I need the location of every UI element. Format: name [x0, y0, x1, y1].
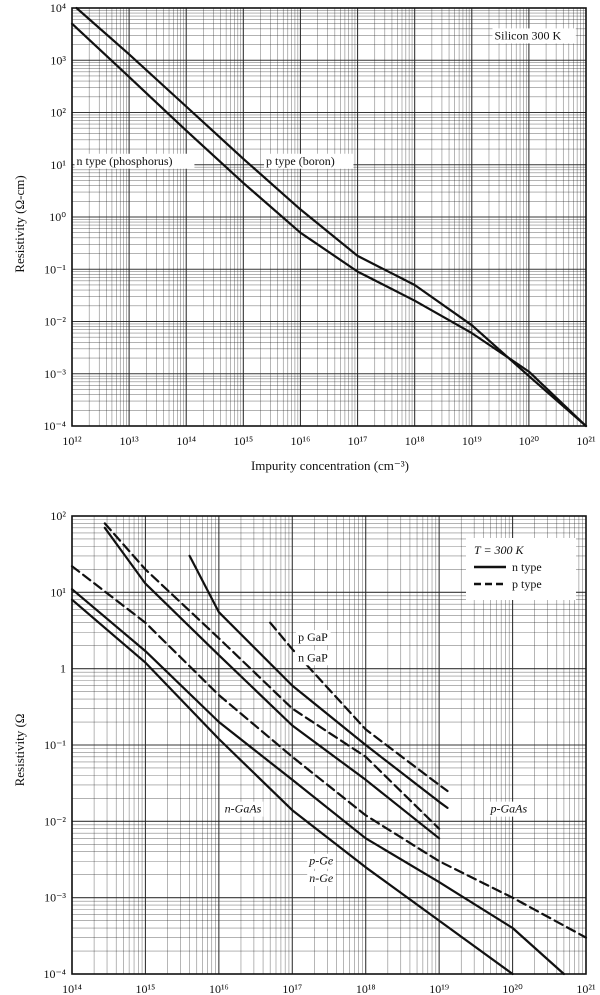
x-tick-label: 10¹⁵: [233, 434, 253, 448]
y-tick-label: 10⁻²: [44, 814, 66, 828]
x-tick-label: 10¹⁴: [176, 434, 196, 448]
chart-gaas-ge-gap: 10¹⁴ 10¹⁵ 10¹⁶ 10¹⁷ 10¹⁸ 10¹⁹ 10²⁰ 10²¹ 10² 10¹ 1 1…: [12, 509, 596, 995]
series-line-p-type-boron: [75, 6, 588, 428]
x-tick-label: 10¹⁶: [291, 434, 311, 448]
annotation-background: [307, 853, 336, 869]
annotation-background: [296, 650, 331, 666]
y-tick-label: 10⁰: [49, 210, 66, 224]
series-line-unlabeled-6: [70, 598, 514, 976]
series-group-compound: [70, 522, 588, 976]
x-tick-label: 10¹⁹: [462, 434, 482, 448]
y-tick-label: 10²: [50, 106, 66, 120]
annotation-background: [492, 28, 576, 44]
x-tick-label: 10¹³: [120, 434, 140, 448]
y-tick-label: 10⁻⁴: [43, 419, 66, 433]
x-tick-label: 10¹⁸: [356, 982, 376, 995]
legend-title: T = 300 K: [474, 543, 525, 557]
annotation-silicon-300-k: Silicon 300 K: [495, 28, 562, 42]
x-tick-label: 10¹⁶: [209, 982, 229, 995]
y-tick-label: 1: [60, 662, 66, 676]
x-tick-label: 10¹⁸: [405, 434, 425, 448]
plot-frame-compound: [71, 515, 587, 975]
plot-frame-silicon: [71, 7, 587, 427]
y-tick-label: 10⁻³: [44, 367, 66, 381]
annotation-background: [264, 153, 354, 169]
x-tick-label: 10¹⁵: [136, 982, 156, 995]
y-tick-label: 10⁴: [50, 1, 66, 15]
series-line-p-ge: [70, 565, 588, 939]
annotation-background: [296, 630, 331, 646]
annotation-n-gaas: n-GaAs: [225, 802, 262, 816]
x-tick-label: 10²⁰: [519, 434, 540, 448]
annotation-p-ge: p-Ge: [308, 854, 334, 868]
annotation-background: [222, 801, 264, 817]
series-line-p-gaas: [103, 522, 441, 830]
series-line-n-gap: [188, 554, 449, 809]
annotation-background: [307, 871, 336, 887]
y-tick-label: 10²: [50, 509, 66, 523]
annotations-silicon: Silicon 300 K n type (phosphorus) p type (…: [74, 28, 576, 169]
y-tick-label: 10⁻²: [44, 315, 66, 329]
x-tick-label: 10¹⁴: [62, 982, 82, 995]
y-axis-label-compound: Resistivity (Ω: [12, 714, 27, 787]
y-tick-label: 10⁻³: [44, 891, 66, 905]
x-tick-label: 10²¹: [576, 982, 596, 995]
legend-compound: T = 300 K n type p type: [466, 538, 576, 600]
x-tick-label: 10¹⁹: [429, 982, 449, 995]
series-line-n-gaas: [103, 526, 441, 840]
series-line-n-ge: [70, 588, 565, 976]
legend-box: [466, 538, 576, 600]
x-tick-label: 10¹⁷: [282, 982, 302, 995]
legend-label-n-type: n type: [512, 560, 542, 574]
annotation-p-gaas: p-GaAs: [489, 802, 527, 816]
ticks-silicon: 10¹² 10¹³ 10¹⁴ 10¹⁵ 10¹⁶ 10¹⁷ 10¹⁸ 10¹⁹ 10²⁰ 10²¹…: [43, 1, 596, 448]
annotations-compound: p GaP n GaP n-GaAs p-GaAs p-Ge n-Ge: [222, 630, 530, 887]
y-tick-label: 10⁻¹: [44, 262, 66, 276]
y-tick-label: 10¹: [50, 158, 66, 172]
y-tick-label: 10¹: [50, 585, 66, 599]
annotation-n-ge: n-Ge: [309, 871, 334, 885]
ticks-compound: 10¹⁴ 10¹⁵ 10¹⁶ 10¹⁷ 10¹⁸ 10¹⁹ 10²⁰ 10²¹ 10² 10¹ 1 1…: [43, 509, 596, 995]
series-line-p-gap: [269, 621, 449, 793]
y-tick-label: 10⁻¹: [44, 738, 66, 752]
x-tick-label: 10¹⁷: [348, 434, 368, 448]
x-tick-label: 10¹²: [62, 434, 82, 448]
x-tick-label: 10²¹: [576, 434, 596, 448]
grid-silicon: [71, 8, 586, 427]
annotation-background: [74, 153, 195, 169]
x-tick-label: 10²⁰: [502, 982, 523, 995]
annotation-p-gap: p GaP: [298, 630, 328, 644]
y-tick-label: 10³: [50, 53, 66, 67]
annotation-background: [488, 801, 530, 817]
legend-label-p-type: p type: [512, 577, 542, 591]
y-tick-label: 10⁻⁴: [43, 967, 66, 981]
annotation-n-type-phosphorus: n type (phosphorus): [77, 154, 173, 168]
y-axis-label-silicon: Resistivity (Ω-cm): [12, 175, 27, 272]
series-line-n-type-phosphorus: [70, 22, 588, 428]
annotation-n-gap: n GaP: [298, 650, 328, 664]
annotation-p-type-boron: p type (boron): [266, 154, 335, 168]
x-axis-label-silicon: Impurity concentration (cm⁻³): [251, 458, 409, 473]
chart-silicon: 10¹² 10¹³ 10¹⁴ 10¹⁵ 10¹⁶ 10¹⁷ 10¹⁸ 10¹⁹ 10²⁰ 10²¹…: [12, 1, 596, 473]
series-group-silicon: [70, 6, 588, 428]
